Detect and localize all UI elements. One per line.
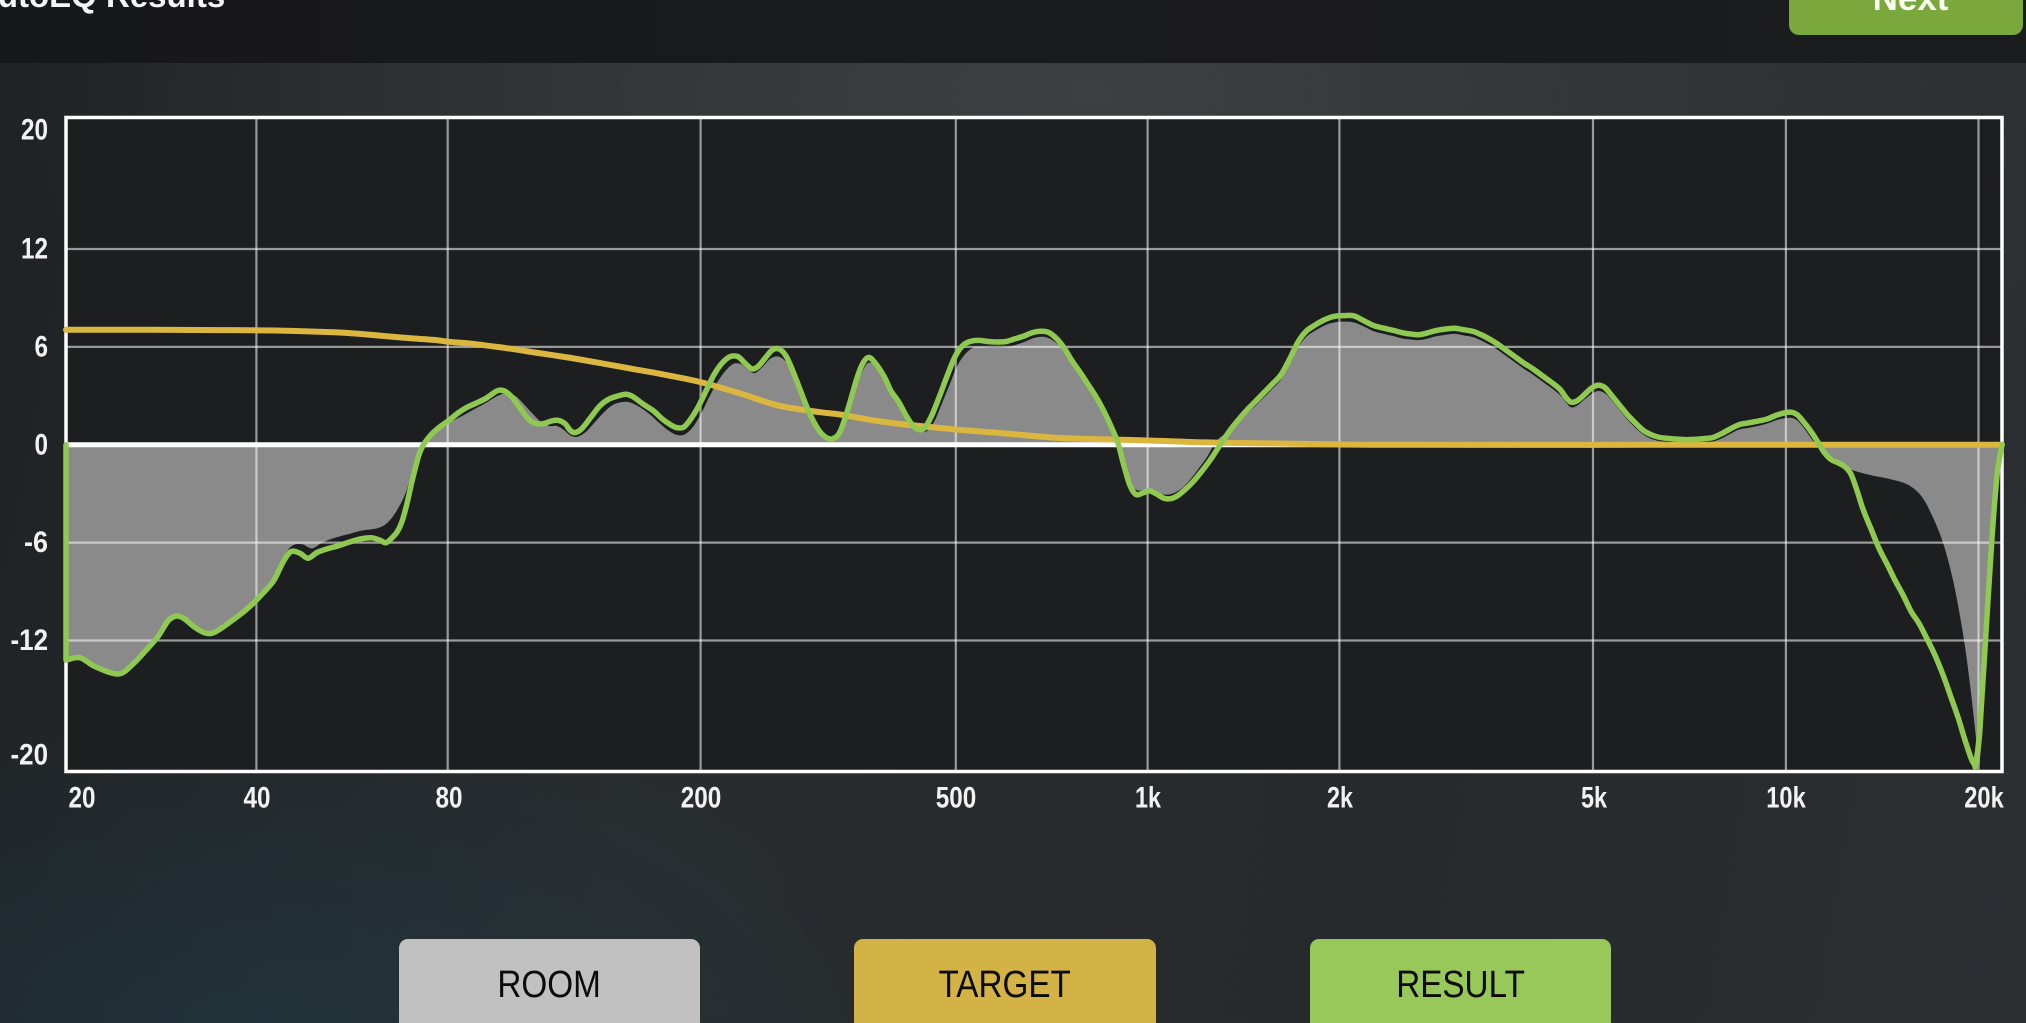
svg-text:6: 6 [35,330,49,363]
svg-text:-12: -12 [11,624,49,657]
svg-text:20k: 20k [1964,782,2004,815]
svg-text:20: 20 [21,114,48,147]
svg-text:-6: -6 [24,526,48,559]
svg-text:500: 500 [936,782,977,815]
svg-text:200: 200 [681,782,722,815]
svg-text:-20: -20 [11,739,49,772]
svg-text:0: 0 [35,428,49,461]
svg-text:10k: 10k [1766,782,1806,815]
svg-text:40: 40 [244,782,271,815]
svg-text:80: 80 [436,782,463,815]
svg-text:20: 20 [69,782,96,815]
svg-text:2k: 2k [1327,782,1353,815]
svg-text:1k: 1k [1135,782,1161,815]
svg-text:12: 12 [21,233,48,266]
svg-text:5k: 5k [1581,782,1607,815]
